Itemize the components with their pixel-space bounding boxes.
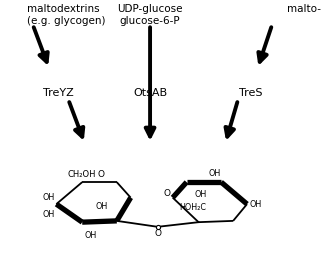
Text: OH: OH bbox=[250, 200, 262, 209]
Text: UDP-glucose
glucose-6-P: UDP-glucose glucose-6-P bbox=[117, 4, 183, 26]
Text: CH₂OH: CH₂OH bbox=[68, 170, 96, 179]
Text: OH: OH bbox=[42, 210, 55, 219]
Text: OH: OH bbox=[84, 231, 96, 240]
Text: OH: OH bbox=[209, 169, 221, 178]
Text: malto-: malto- bbox=[288, 4, 321, 14]
Text: OtsAB: OtsAB bbox=[133, 88, 167, 98]
Text: TreS: TreS bbox=[239, 88, 262, 98]
Text: O: O bbox=[154, 229, 161, 238]
Text: O: O bbox=[163, 189, 170, 198]
Text: TreYZ: TreYZ bbox=[43, 88, 73, 98]
Text: maltodextrins
(e.g. glycogen): maltodextrins (e.g. glycogen) bbox=[27, 4, 106, 26]
Text: HOH₂C: HOH₂C bbox=[180, 204, 207, 212]
Text: OH: OH bbox=[95, 202, 107, 211]
Text: OH: OH bbox=[194, 190, 207, 199]
Text: OH: OH bbox=[42, 193, 55, 202]
Text: O: O bbox=[97, 170, 105, 179]
